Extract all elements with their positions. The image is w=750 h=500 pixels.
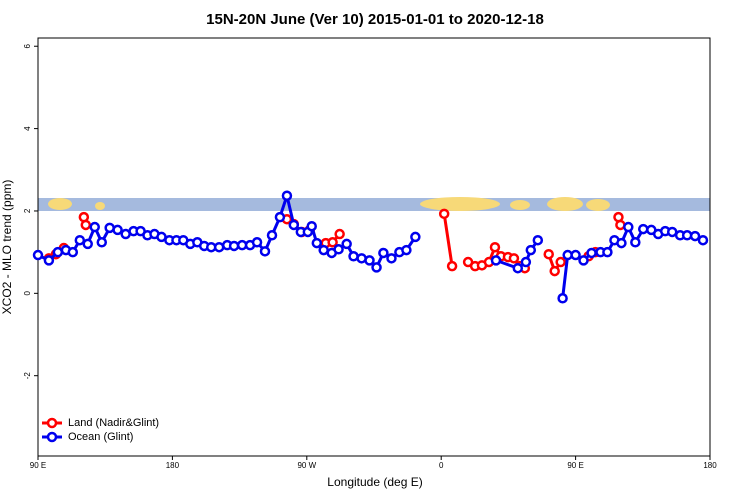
point xyxy=(525,244,537,256)
point xyxy=(586,247,597,259)
point xyxy=(401,244,412,256)
point xyxy=(348,251,359,262)
point xyxy=(67,246,79,258)
point xyxy=(520,256,532,268)
x-tick-label: 0 xyxy=(439,461,444,470)
point xyxy=(697,234,709,246)
point xyxy=(318,244,329,256)
point xyxy=(334,228,345,240)
point xyxy=(228,240,240,252)
x-tick-label: 180 xyxy=(703,461,717,470)
point xyxy=(82,238,93,250)
point xyxy=(74,234,86,246)
point xyxy=(341,238,352,250)
y-tick-label: 4 xyxy=(23,126,32,131)
x-tick-label: 90 E xyxy=(30,461,46,470)
point xyxy=(251,237,263,248)
point xyxy=(490,255,502,266)
y-tick-label: 0 xyxy=(23,291,32,296)
point xyxy=(623,221,634,233)
point xyxy=(274,211,286,223)
point xyxy=(32,249,44,261)
point xyxy=(333,244,344,255)
x-tick-label: 180 xyxy=(166,461,180,470)
point xyxy=(689,230,701,242)
point xyxy=(557,293,568,304)
point xyxy=(371,262,382,273)
point xyxy=(570,249,581,261)
point xyxy=(508,253,520,264)
point xyxy=(637,223,649,235)
map-strip xyxy=(38,197,710,211)
point xyxy=(259,246,271,257)
point xyxy=(52,246,64,258)
point xyxy=(266,230,278,241)
point xyxy=(543,248,554,260)
y-tick-label: 6 xyxy=(23,43,32,48)
point xyxy=(532,234,544,246)
x-tick-label: 90 W xyxy=(297,461,316,470)
point xyxy=(616,237,627,249)
x-tick-label: 90 E xyxy=(567,461,583,470)
point xyxy=(555,256,566,268)
point xyxy=(602,246,613,258)
y-axis-label: XCO2 - MLO trend (ppm) xyxy=(0,180,14,315)
point xyxy=(378,247,389,259)
legend-label: Ocean (Glint) xyxy=(68,431,133,443)
point xyxy=(512,262,524,274)
legend-marker xyxy=(46,417,58,429)
point xyxy=(213,241,225,253)
legend-marker xyxy=(46,431,58,443)
point xyxy=(327,237,338,248)
point xyxy=(446,260,458,272)
point xyxy=(112,224,123,236)
point xyxy=(43,255,55,266)
y-tick-label: -2 xyxy=(23,372,32,380)
series-line xyxy=(37,190,704,299)
point xyxy=(288,219,300,231)
point xyxy=(281,190,293,201)
point xyxy=(386,253,397,264)
point xyxy=(489,241,501,253)
point xyxy=(311,237,323,249)
legend: Land (Nadir&Glint) Ocean (Glint) xyxy=(42,417,159,443)
point xyxy=(438,208,450,220)
point xyxy=(364,255,375,266)
x-axis-label: Longitude (deg E) xyxy=(327,475,422,489)
y-tick-label: 2 xyxy=(23,208,32,213)
point xyxy=(96,237,108,248)
legend-label: Land (Nadir&Glint) xyxy=(68,417,159,429)
point xyxy=(410,231,421,243)
chart-title: 15N-20N June (Ver 10) 2015-01-01 to 2020… xyxy=(206,11,544,28)
point xyxy=(306,220,317,232)
point xyxy=(549,265,560,277)
plot-frame xyxy=(37,37,711,457)
point xyxy=(80,219,92,231)
point xyxy=(578,255,589,266)
point xyxy=(630,237,641,248)
point xyxy=(89,221,100,233)
